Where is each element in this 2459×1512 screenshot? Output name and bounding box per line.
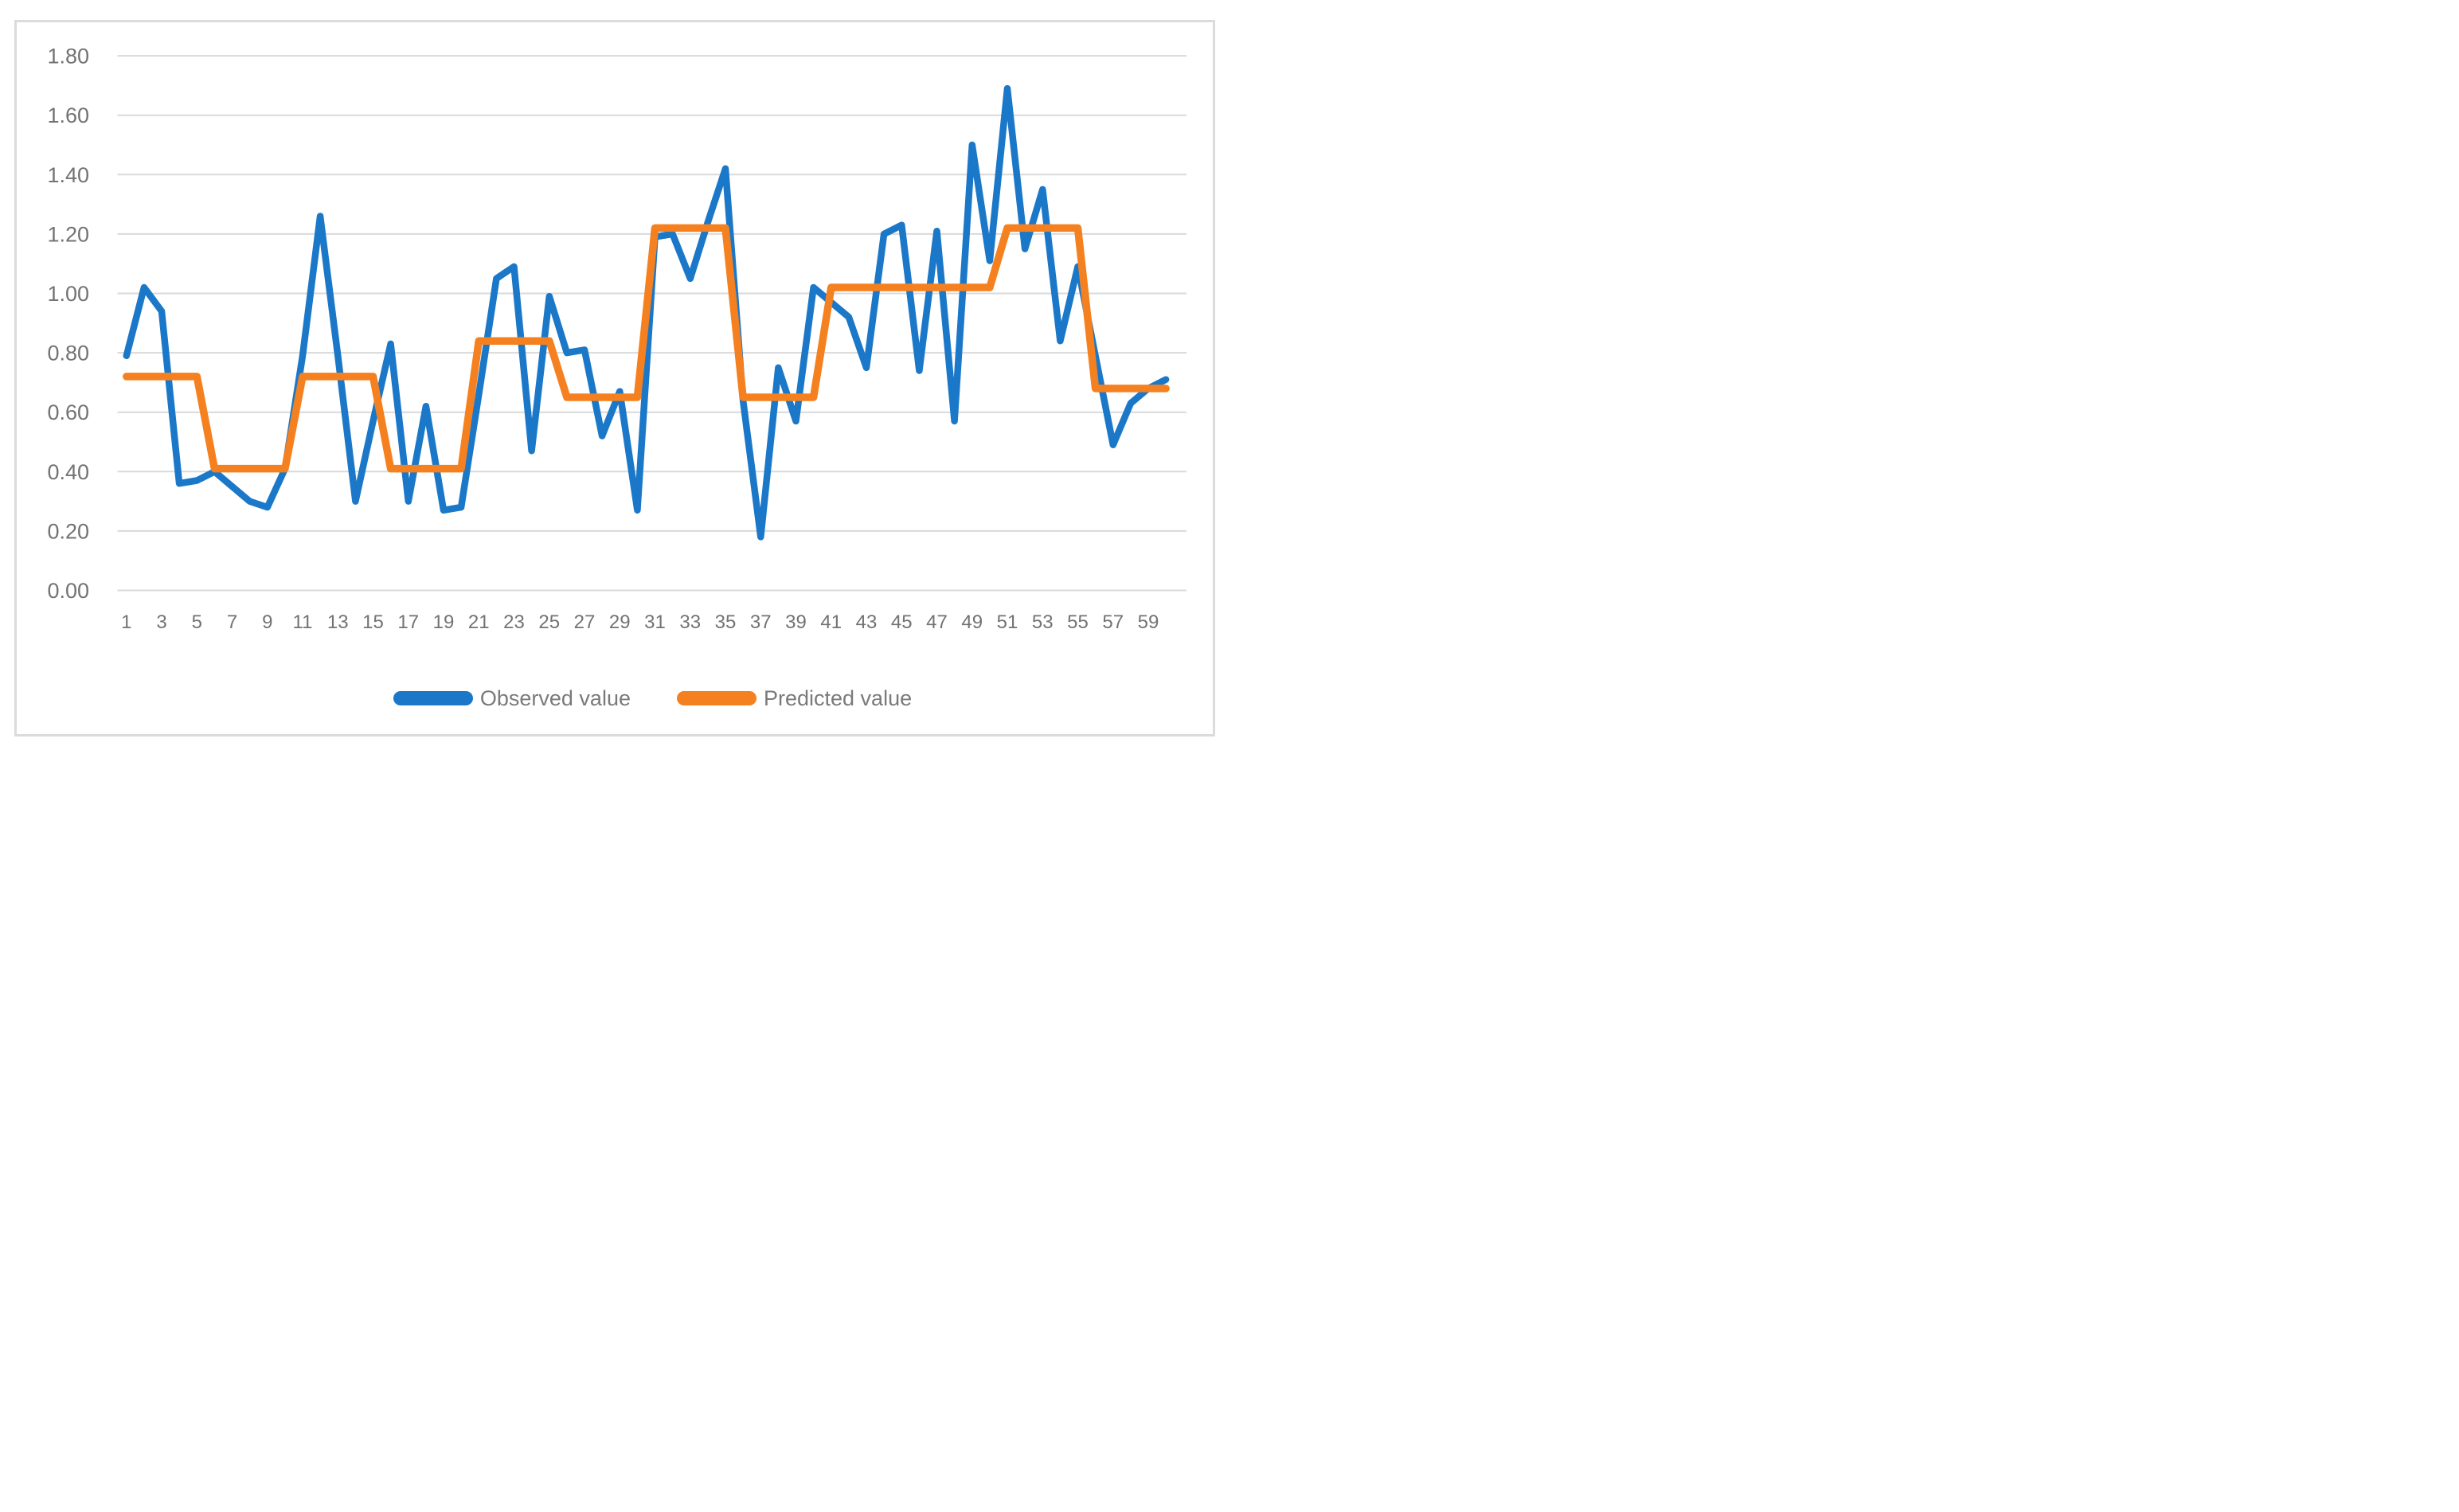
legend-item-observed: Observed value [393, 686, 631, 711]
x-axis-tick-label: 51 [997, 611, 1018, 633]
y-axis-tick-label: 1.00 [47, 282, 89, 306]
y-axis-tick-label: 0.80 [47, 342, 89, 365]
legend-item-predicted: Predicted value [676, 686, 913, 711]
x-axis-tick-label: 33 [679, 611, 701, 633]
x-axis-tick-label: 47 [926, 611, 948, 633]
legend-label-observed: Observed value [479, 686, 631, 710]
x-axis-tick-label: 23 [503, 611, 525, 633]
chart-legend: Observed value Predicted value [118, 682, 1187, 714]
predicted-series-swatch [676, 691, 756, 705]
x-axis-tick-label: 43 [856, 611, 878, 633]
x-axis-tick-label: 41 [820, 611, 842, 633]
x-axis-tick-label: 7 [227, 611, 237, 633]
x-axis-tick-label: 31 [644, 611, 666, 633]
x-axis-tick-label: 57 [1102, 611, 1124, 633]
y-axis-tick-label: 0.20 [47, 519, 89, 543]
observed-series-swatch [393, 691, 473, 705]
predicted-series-line [123, 224, 1170, 473]
y-axis-tick-label: 1.20 [47, 222, 89, 246]
x-axis-tick-label: 59 [1138, 611, 1159, 633]
x-axis-tick-label: 17 [397, 611, 419, 633]
x-axis-tick-label: 21 [468, 611, 490, 633]
y-axis-tick-label: 0.40 [47, 460, 89, 484]
x-axis-tick-label: 9 [262, 611, 272, 633]
legend-label-predicted: Predicted value [763, 686, 913, 710]
y-axis-tick-label: 1.60 [47, 104, 89, 127]
x-axis-tick-label: 53 [1032, 611, 1054, 633]
x-axis-tick-label: 25 [538, 611, 560, 633]
x-axis-tick-label: 3 [156, 611, 166, 633]
x-axis-tick-label: 11 [293, 611, 313, 633]
x-axis-tick-label: 13 [327, 611, 349, 633]
y-axis-tick-label: 1.80 [47, 45, 89, 68]
y-axis-tick-label: 0.60 [47, 400, 89, 424]
x-axis-tick-label: 27 [574, 611, 596, 633]
x-axis-tick-label: 45 [891, 611, 913, 633]
x-axis-tick-label: 55 [1067, 611, 1089, 633]
x-axis-tick-label: 35 [715, 611, 737, 633]
x-axis-tick-label: 39 [785, 611, 807, 633]
y-axis-tick-label: 1.40 [47, 163, 89, 187]
x-axis-tick-label: 5 [192, 611, 202, 633]
x-axis-tick-label: 29 [609, 611, 631, 633]
x-axis-tick-label: 37 [750, 611, 772, 633]
x-axis-tick-label: 1 [121, 611, 131, 633]
line-chart: 0.00 0.20 0.40 0.60 0.80 1.00 1.20 1.40 1.60 1.80… [47, 45, 1186, 633]
x-axis-tick-label: 49 [961, 611, 983, 633]
x-axis-tick-label: 15 [362, 611, 384, 633]
y-axis-tick-label: 0.00 [47, 579, 89, 603]
chart-figure: 0.00 0.20 0.40 0.60 0.80 1.00 1.20 1.40 1.60 1.80… [0, 0, 1230, 756]
x-axis-tick-label: 19 [433, 611, 455, 633]
